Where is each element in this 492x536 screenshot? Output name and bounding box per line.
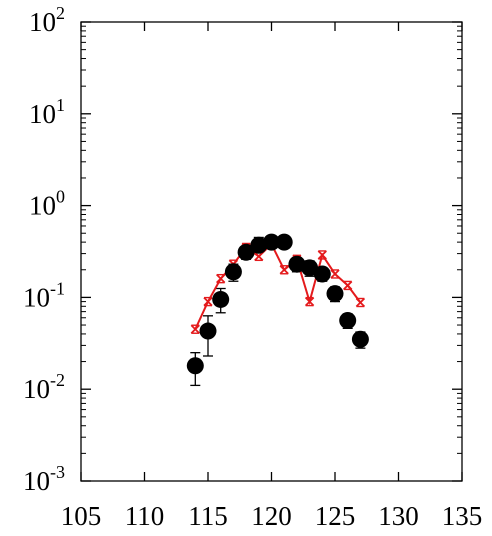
y-tick-base: 10 [29, 99, 56, 129]
y-tick-base: 10 [29, 191, 56, 221]
black-data-point [275, 233, 293, 251]
y-tick-base: 10 [23, 466, 50, 496]
y-tick-label: 10-2 [23, 370, 65, 404]
x-tick-label: 115 [188, 501, 228, 531]
y-tick-label: 10-1 [23, 278, 65, 312]
red-data-point [216, 273, 226, 284]
x-tick-label: 110 [125, 501, 165, 531]
black-data-point [250, 236, 268, 254]
black-data-point [224, 263, 242, 281]
y-tick-base: 10 [23, 282, 50, 312]
error-bars [190, 236, 366, 387]
y-tick-exponent: 2 [56, 3, 65, 23]
black-data-point [212, 290, 230, 308]
black-data-point [186, 357, 204, 375]
y-tick-label: 100 [29, 187, 65, 221]
x-tick-label: 135 [442, 501, 483, 531]
black-data-point [326, 285, 344, 303]
y-tick-base: 10 [29, 7, 56, 37]
y-tick-exponent: -1 [50, 278, 65, 298]
y-tick-label: 101 [29, 95, 65, 129]
x-tick-label: 120 [251, 501, 292, 531]
plot-frame [80, 21, 463, 482]
y-tick-base: 10 [23, 374, 50, 404]
red-data-point [317, 250, 327, 260]
black-data-point [339, 312, 357, 330]
black-data-point [237, 243, 255, 261]
black-data-point [351, 330, 369, 348]
black-data-point [263, 233, 280, 251]
y-tick-label: 10-3 [23, 462, 65, 496]
red-data-point [330, 269, 340, 279]
black-data-point [301, 259, 319, 277]
red-data-point [190, 324, 200, 334]
y-tick-exponent: -3 [50, 462, 65, 482]
x-axis: 105 110 115 120 125 130 135 [61, 22, 483, 531]
red-data-point [355, 297, 366, 308]
y-tick-exponent: 0 [56, 187, 65, 207]
black-data-point [313, 265, 331, 283]
x-tick-label: 125 [315, 501, 356, 531]
red-data-point [279, 265, 289, 275]
y-tick-exponent: 1 [56, 95, 65, 115]
black-data-point [199, 322, 217, 340]
black-series [186, 233, 369, 375]
red-data-point [203, 296, 213, 307]
red-data-point [343, 280, 353, 291]
y-tick-exponent: -2 [50, 370, 65, 390]
x-tick-label: 105 [61, 501, 102, 531]
x-tick-label: 130 [378, 501, 419, 531]
red-data-point [304, 296, 315, 307]
y-tick-label: 102 [29, 3, 65, 37]
